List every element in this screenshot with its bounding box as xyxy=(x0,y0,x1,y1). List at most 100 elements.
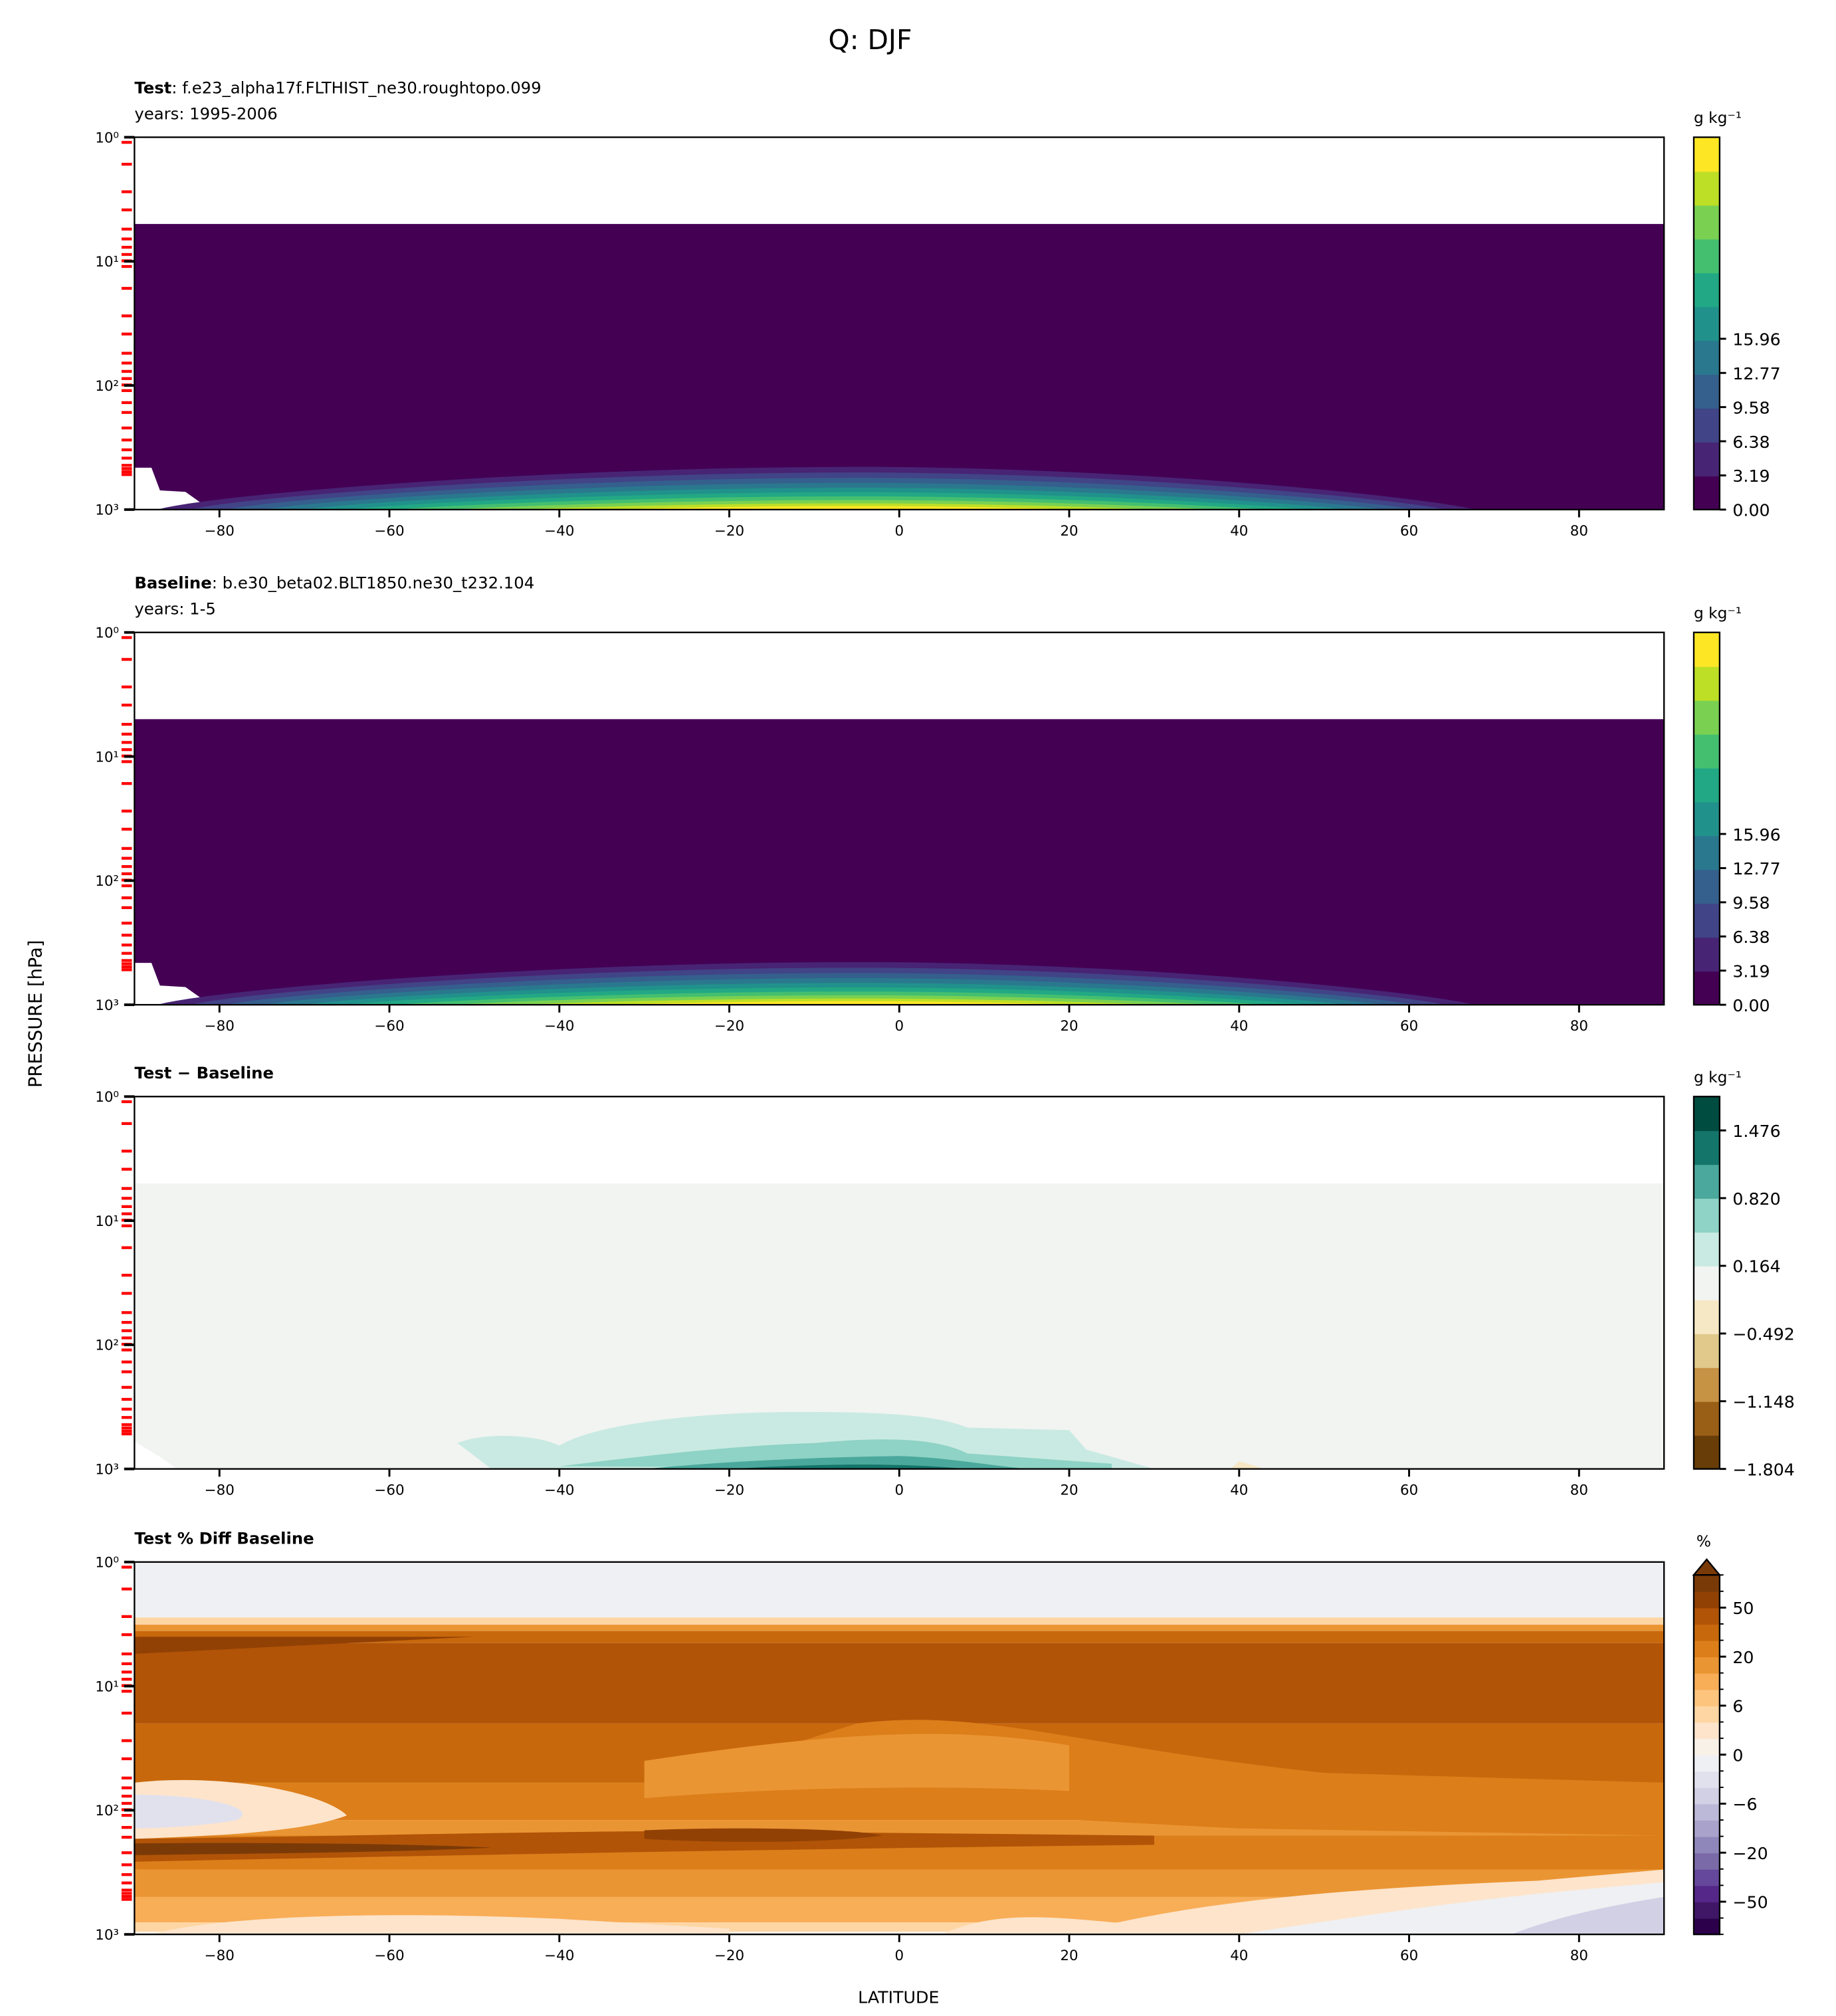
x-tick-label: −20 xyxy=(714,1482,744,1499)
colorbar-frame xyxy=(1692,1096,1721,1470)
colorbar-band xyxy=(1693,1164,1720,1199)
contour-level xyxy=(134,1643,1665,1724)
colorbar-band xyxy=(1693,1096,1720,1132)
colorbar-band xyxy=(1693,1299,1720,1334)
colorbar-tick-label: 15.96 xyxy=(1732,330,1780,350)
colorbar-band xyxy=(1693,1198,1720,1233)
colorbar-band xyxy=(1693,1787,1720,1805)
x-tick-label: 60 xyxy=(1400,1018,1418,1035)
x-tick-label: −60 xyxy=(374,1948,404,1964)
x-tick-label: 20 xyxy=(1060,523,1078,540)
x-tick-label: 80 xyxy=(1570,1018,1588,1035)
colorbar-tick-label: 12.77 xyxy=(1732,364,1780,383)
y-tick-label: 10³ xyxy=(95,997,119,1014)
colorbar-band xyxy=(1693,835,1720,870)
x-tick-label: −80 xyxy=(205,1482,235,1499)
colorbar-tick-label: 0.164 xyxy=(1732,1257,1780,1276)
colorbar-tick-label: −6 xyxy=(1732,1795,1757,1814)
y-tick-label: 10³ xyxy=(95,1927,119,1944)
x-tick-label: −20 xyxy=(714,1948,744,1964)
x-tick-label: 40 xyxy=(1230,1948,1248,1964)
colorbar-band xyxy=(1693,1657,1720,1674)
colorbar-band xyxy=(1693,340,1720,375)
panel-baseline: Baseline: b.e30_beta02.BLT1850.ne30_t232… xyxy=(95,573,1780,1035)
contour-level xyxy=(151,1915,730,1935)
colorbar-band xyxy=(1693,1722,1720,1740)
y-tick-label: 10³ xyxy=(95,502,119,519)
x-tick-label: 80 xyxy=(1570,523,1588,540)
colorbar-tick-label: −1.804 xyxy=(1732,1460,1795,1479)
colorbar-band xyxy=(1693,666,1720,701)
x-tick-label: −20 xyxy=(714,523,744,540)
colorbar-tick-label: 3.19 xyxy=(1732,961,1770,981)
contour-level xyxy=(134,719,1665,1005)
contour-level xyxy=(601,1001,1087,1005)
colorbar-band xyxy=(1693,374,1720,409)
y-tick-label: 10¹ xyxy=(95,749,119,765)
contour-field xyxy=(134,719,1665,1005)
contour-level xyxy=(942,1917,1154,1935)
x-tick-label: 80 xyxy=(1570,1948,1588,1964)
colorbar-band xyxy=(1693,632,1720,667)
x-tick-label: 20 xyxy=(1060,1482,1078,1499)
x-tick-label: 60 xyxy=(1400,1948,1418,1964)
colorbar-band xyxy=(1693,442,1720,476)
y-axis-label: PRESSURE [hPa] xyxy=(25,940,46,1088)
colorbar-band xyxy=(1693,1672,1720,1690)
x-tick-label: 60 xyxy=(1400,523,1418,540)
contour-field xyxy=(134,1183,1665,1469)
colorbar-band xyxy=(1693,475,1720,510)
colorbar-tick-label: 9.58 xyxy=(1732,398,1770,417)
colorbar-band xyxy=(1693,700,1720,735)
colorbar-band xyxy=(1693,1738,1720,1756)
colorbar-band xyxy=(1693,171,1720,206)
x-tick-label: −80 xyxy=(205,523,235,540)
colorbar-tick-label: 0 xyxy=(1732,1746,1743,1765)
contour-level xyxy=(134,1795,243,1829)
colorbar-band xyxy=(1693,1689,1720,1706)
colorbar-band xyxy=(1693,1333,1720,1368)
colorbar-band xyxy=(1693,1607,1720,1625)
colorbar-tick-label: 15.96 xyxy=(1732,825,1780,845)
colorbar-band xyxy=(1693,1771,1720,1788)
x-tick-label: −40 xyxy=(544,523,574,540)
colorbar-tick-label: 3.19 xyxy=(1732,466,1770,486)
panel-percent-diff: Test % Diff Baseline % 10⁰ 10¹ 10² 10³ −80 −6… xyxy=(95,1529,1768,1965)
colorbar-band xyxy=(1693,1266,1720,1300)
colorbar-extend-arrow xyxy=(1692,1558,1722,1576)
panel-difference: Test − Baseline g kg⁻¹ 10⁰ 10¹ 10² 10³ −80 −6… xyxy=(95,1063,1795,1499)
colorbar-units: g kg⁻¹ xyxy=(1694,603,1742,622)
colorbar-band xyxy=(1693,801,1720,837)
colorbar-tick-label: −50 xyxy=(1732,1893,1768,1912)
contour-level xyxy=(1231,1461,1265,1469)
y-tick-label: 10² xyxy=(95,1803,119,1819)
x-tick-label: 60 xyxy=(1400,1482,1418,1499)
colorbar-units: % xyxy=(1696,1532,1711,1550)
colorbar-tick-label: 6 xyxy=(1732,1697,1743,1716)
colorbar-band xyxy=(1693,1918,1720,1936)
colorbar-tick-label: 9.58 xyxy=(1732,894,1770,913)
colorbar-band xyxy=(1693,1623,1720,1641)
colorbar-band xyxy=(1693,971,1720,1006)
x-tick-label: −80 xyxy=(205,1018,235,1035)
colorbar-band xyxy=(1693,1591,1720,1609)
x-tick-label: −60 xyxy=(374,1018,404,1035)
colorbar-tick-label: 12.77 xyxy=(1732,859,1780,878)
colorbar-band xyxy=(1693,903,1720,938)
colorbar-band xyxy=(1693,205,1720,240)
x-tick-label: 40 xyxy=(1230,523,1248,540)
colorbar-band xyxy=(1693,1130,1720,1165)
colorbar-tick-label: 0.00 xyxy=(1732,996,1770,1015)
y-tick-label: 10³ xyxy=(95,1461,119,1478)
colorbar-band xyxy=(1693,239,1720,274)
contour-level xyxy=(601,506,1087,510)
x-tick-label: 0 xyxy=(894,1948,904,1964)
panel-title: Test: f.e23_alpha17f.FLTHIST_ne30.rought… xyxy=(134,78,541,97)
panel-subtitle: years: 1995-2006 xyxy=(134,104,277,123)
colorbar-band xyxy=(1693,1901,1720,1919)
colorbar-band xyxy=(1693,1232,1720,1266)
contour-level xyxy=(729,1464,968,1469)
colorbar-tick-label: −1.148 xyxy=(1732,1393,1795,1412)
x-tick-label: −40 xyxy=(544,1018,574,1035)
colorbar-band xyxy=(1693,734,1720,769)
